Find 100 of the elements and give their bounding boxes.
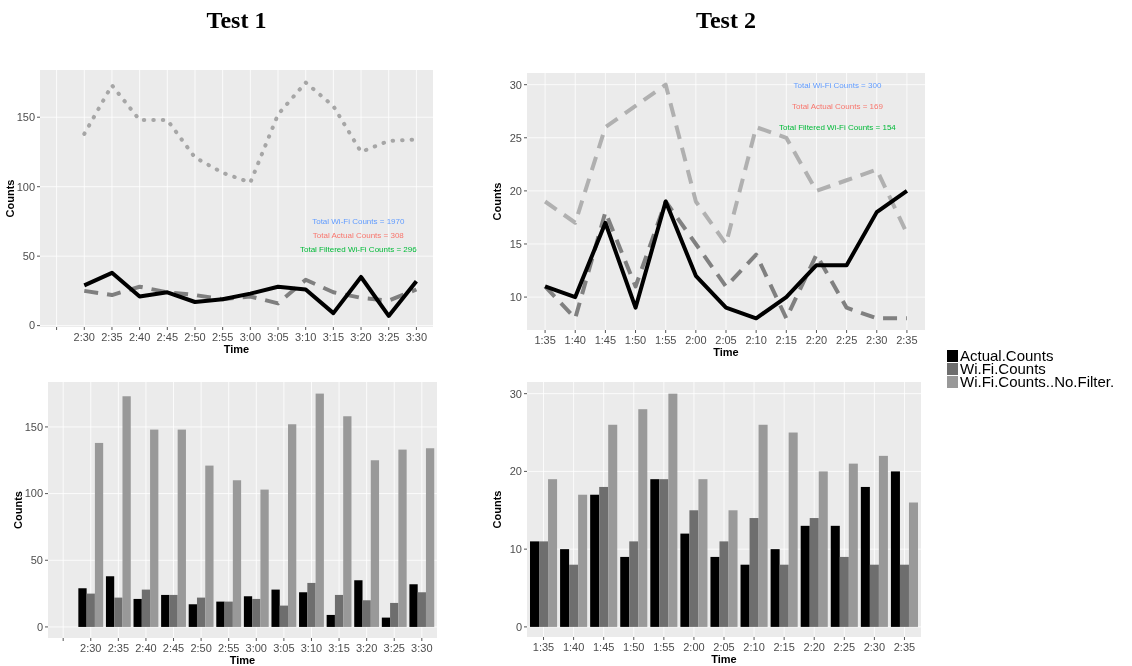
y-tick-label: 10	[509, 290, 522, 303]
line-series	[82, 270, 419, 318]
bar	[307, 582, 316, 627]
x-tick-label: 3:20	[350, 331, 372, 343]
bar	[114, 597, 123, 627]
x-tick-label: 1:35	[532, 641, 555, 653]
bar	[830, 525, 840, 627]
bar	[288, 424, 297, 627]
bar	[177, 429, 186, 627]
y-tick-label: 25	[509, 131, 522, 144]
x-tick-label: 1:35	[534, 334, 556, 346]
bar	[417, 592, 426, 627]
x-axis-title: Time	[713, 346, 739, 358]
y-tick-label: 20	[509, 184, 522, 197]
y-tick-label: 100	[24, 487, 43, 500]
bar	[86, 593, 95, 627]
x-tick-label: 3:25	[378, 331, 400, 343]
bar	[818, 471, 828, 627]
bar	[728, 510, 738, 627]
bar	[770, 549, 780, 627]
x-tick-label: 1:50	[623, 641, 645, 653]
bar	[299, 592, 308, 627]
bar	[370, 460, 380, 627]
bar	[590, 494, 600, 627]
bar	[161, 594, 170, 627]
bar	[659, 479, 669, 627]
y-tick-label: 20	[509, 465, 522, 478]
x-tick-label: 2:55	[217, 642, 240, 654]
bar	[343, 416, 352, 627]
x-tick-label: 3:05	[267, 331, 289, 343]
bar	[890, 471, 900, 627]
y-axis-title: Counts	[491, 182, 503, 221]
x-tick-label: 2:50	[184, 331, 206, 343]
x-tick-label: 2:10	[745, 334, 767, 346]
y-tick-label: 50	[22, 250, 35, 262]
bar	[390, 602, 399, 627]
x-tick-label: 3:00	[239, 331, 262, 343]
x-tick-label: 1:55	[653, 641, 675, 653]
y-tick-label: 0	[515, 620, 522, 633]
bar	[122, 396, 131, 627]
bar	[425, 448, 435, 627]
x-tick-label: 3:05	[273, 642, 295, 654]
bar	[252, 598, 261, 627]
y-tick-label: 150	[24, 420, 43, 433]
x-tick-label: 2:35	[107, 642, 130, 654]
x-tick-label: 1:55	[654, 334, 677, 346]
x-tick-label: 2:35	[893, 641, 916, 653]
x-tick-label: 2:05	[715, 334, 737, 346]
bar	[169, 594, 178, 627]
bar	[133, 598, 142, 627]
bar	[196, 597, 206, 627]
bar	[409, 584, 418, 627]
y-axis-title: Counts	[4, 179, 16, 218]
x-tick-label: 1:40	[562, 641, 585, 653]
bar	[848, 463, 858, 627]
annotation: Total Actual Counts = 169	[791, 102, 884, 112]
bar	[569, 564, 579, 627]
x-tick-label: 3:10	[300, 642, 323, 654]
bar	[78, 588, 87, 627]
bar	[279, 605, 289, 627]
x-tick-label: 2:30	[73, 331, 95, 343]
bar	[620, 556, 630, 627]
chart-title: Test 1	[206, 7, 267, 33]
bar	[105, 576, 115, 627]
x-axis-title: Time	[711, 653, 737, 665]
x-tick-label: 2:00	[685, 334, 707, 346]
x-tick-label: 2:40	[135, 642, 157, 654]
x-tick-label: 3:15	[328, 642, 350, 654]
bar	[629, 541, 639, 627]
bar	[94, 442, 104, 627]
bar	[839, 556, 849, 627]
x-tick-label: 2:35	[896, 334, 918, 346]
x-tick-label: 1:50	[624, 334, 647, 346]
x-tick-label: 3:00	[245, 642, 268, 654]
y-tick-label: 0	[28, 319, 35, 332]
bar	[800, 525, 810, 627]
x-tick-label: 3:25	[383, 642, 405, 654]
bar	[599, 486, 609, 627]
bar	[809, 518, 819, 627]
x-tick-label: 2:25	[835, 334, 858, 346]
bar	[899, 564, 909, 627]
annotation: Total Wi-Fi Counts = 300	[793, 81, 882, 91]
bar	[758, 424, 768, 627]
y-tick-label: 50	[30, 554, 43, 567]
bar	[398, 449, 407, 627]
x-tick-label: 1:45	[592, 641, 615, 653]
y-tick-label: 30	[509, 387, 522, 400]
bar	[788, 432, 798, 627]
bar	[779, 564, 789, 627]
bar	[650, 479, 660, 627]
annotation: Total Actual Counts = 308	[312, 231, 405, 241]
x-tick-label: 3:20	[355, 642, 378, 654]
x-tick-label: 3:10	[294, 331, 317, 343]
x-tick-label: 2:20	[805, 334, 828, 346]
bar	[243, 596, 253, 627]
bar	[719, 541, 729, 627]
y-tick-label: 0	[36, 620, 43, 633]
bar	[860, 486, 870, 627]
x-tick-label: 2:05	[713, 641, 735, 653]
bar	[260, 489, 269, 627]
